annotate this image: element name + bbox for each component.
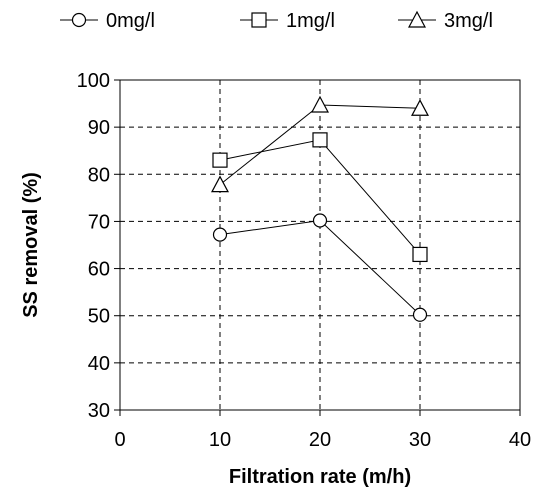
y-tick-label: 60 — [88, 259, 110, 281]
legend-square-marker — [251, 12, 267, 28]
legend-label: 1mg/l — [286, 10, 335, 32]
legend-circle-marker — [71, 12, 87, 28]
legend-label: 0mg/l — [106, 10, 155, 32]
legend-triangle-marker — [408, 10, 426, 28]
circle-data-point — [412, 307, 428, 322]
triangle-data-point — [411, 99, 429, 116]
x-axis-title: Filtration rate (m/h) — [229, 466, 411, 488]
y-tick-label: 100 — [77, 70, 110, 92]
series-layer — [211, 95, 429, 322]
y-tick-label: 80 — [88, 164, 110, 186]
legend-item: 3mg/l — [398, 10, 493, 32]
x-tick-label: 10 — [209, 429, 231, 451]
legend: 0mg/l 1mg/l 3mg/l — [60, 10, 493, 32]
legend-label: 3mg/l — [444, 10, 493, 32]
circle-data-point — [212, 227, 228, 242]
y-tick-label: 90 — [88, 117, 110, 139]
series-2 — [211, 95, 429, 193]
square-data-point — [312, 132, 328, 148]
y-tick-label: 50 — [88, 306, 110, 328]
gridlines — [120, 80, 520, 410]
series-0 — [212, 213, 428, 322]
square-data-point — [212, 152, 228, 168]
y-tick-label: 30 — [88, 400, 110, 422]
y-tick-label: 70 — [88, 211, 110, 233]
square-data-point — [412, 246, 428, 263]
circle-data-point — [312, 213, 328, 228]
y-axis-title: SS removal (%) — [20, 172, 42, 318]
legend-item: 0mg/l — [60, 10, 155, 32]
triangle-data-point — [311, 95, 329, 113]
axis-ticks: 30 40 50 60 70 80 90 100 0 10 20 30 40 — [77, 70, 532, 451]
legend-item: 1mg/l — [240, 10, 335, 32]
x-tick-label: 40 — [509, 429, 531, 451]
x-tick-label: 0 — [114, 429, 125, 451]
triangle-data-point — [211, 175, 229, 193]
series-1 — [212, 132, 428, 263]
x-tick-label: 20 — [309, 429, 331, 451]
y-tick-label: 40 — [88, 353, 110, 375]
x-tick-label: 30 — [409, 429, 431, 451]
